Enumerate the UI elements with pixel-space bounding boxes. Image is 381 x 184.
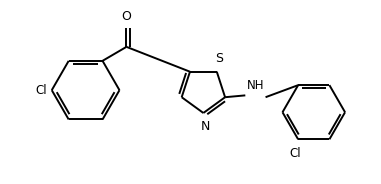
Text: Cl: Cl (36, 84, 47, 97)
Text: NH: NH (247, 79, 265, 92)
Text: S: S (215, 52, 223, 65)
Text: N: N (200, 120, 210, 133)
Text: O: O (122, 10, 131, 23)
Text: Cl: Cl (290, 147, 301, 160)
